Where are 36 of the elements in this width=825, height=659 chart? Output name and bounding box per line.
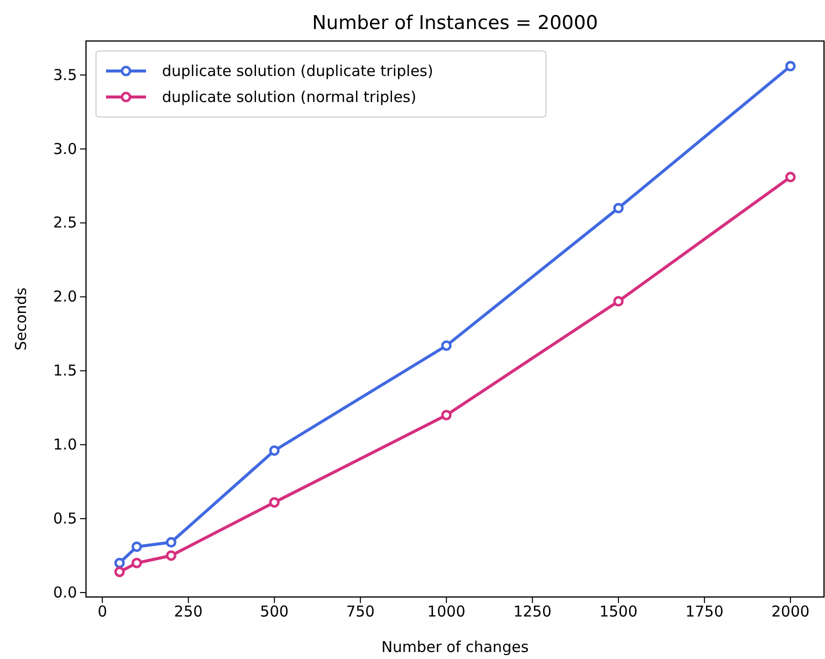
point [166, 537, 176, 548]
x-tick-label: 0 [98, 602, 108, 621]
point [441, 410, 452, 420]
y-tick-label: 1.5 [53, 362, 77, 380]
y-tick-label: 1.0 [53, 435, 77, 454]
legend-label: duplicate solution (duplicate triples) [162, 62, 434, 80]
x-tick-label: 2000 [771, 602, 810, 621]
point [114, 558, 125, 568]
y-tick-label: 0.0 [53, 583, 77, 602]
point [132, 541, 142, 552]
point [132, 558, 142, 568]
point [785, 60, 796, 72]
point [269, 497, 280, 508]
point [269, 445, 280, 456]
legend-label: duplicate solution (normal triples) [162, 88, 416, 106]
point [613, 202, 624, 214]
point [785, 172, 796, 182]
y-tick-label: 3.5 [53, 66, 77, 84]
point [441, 340, 452, 351]
x-tick-label: 1250 [513, 602, 552, 621]
point [114, 566, 125, 578]
y-tick-label: 2.5 [53, 214, 77, 232]
x-tick-label: 750 [346, 602, 375, 621]
y-tick-label: 3.0 [53, 140, 77, 158]
y-tick-label: 0.5 [53, 509, 77, 528]
x-tick-label: 500 [260, 602, 289, 621]
chart-title: Number of Instances = 20000 [312, 12, 598, 34]
point [166, 550, 176, 561]
x-tick-label: 1750 [685, 602, 724, 621]
x-tick-label: 250 [174, 602, 203, 621]
x-tick-label: 1500 [599, 602, 638, 621]
x-axis-title: Number of changes [381, 638, 529, 656]
y-axis-title: Seconds [12, 287, 30, 351]
x-tick-label: 1000 [427, 602, 466, 621]
point [613, 296, 624, 306]
y-tick-label: 2.0 [53, 288, 77, 306]
